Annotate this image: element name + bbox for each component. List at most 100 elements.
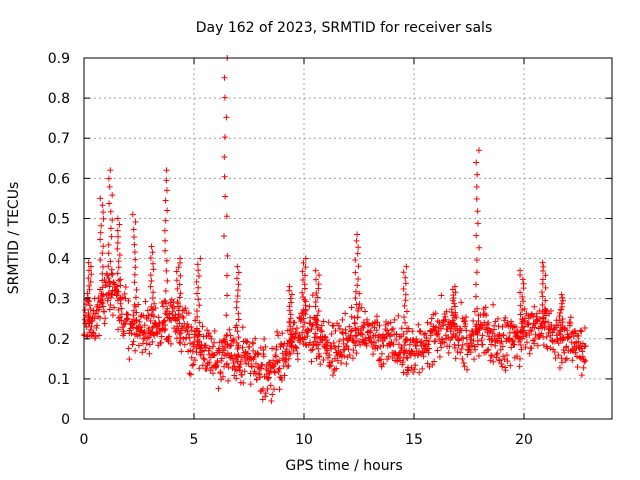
data-point — [255, 351, 262, 358]
data-point — [452, 303, 459, 310]
data-point — [211, 327, 218, 334]
data-point — [149, 306, 156, 313]
data-point — [115, 233, 122, 240]
data-point — [500, 332, 507, 339]
data-point — [269, 391, 276, 398]
data-point — [175, 307, 182, 314]
data-point — [528, 328, 535, 335]
data-point — [582, 343, 589, 350]
data-point — [270, 357, 277, 364]
y-tick-label: 0.3 — [48, 292, 70, 308]
data-point — [105, 241, 112, 248]
data-point — [324, 354, 331, 361]
data-point — [148, 277, 155, 284]
data-point — [235, 334, 242, 341]
data-point — [133, 286, 140, 293]
data-point — [267, 359, 274, 366]
data-point — [189, 362, 196, 369]
data-point — [523, 339, 530, 346]
data-point — [218, 355, 225, 362]
data-point — [329, 358, 336, 365]
data-point — [499, 343, 506, 350]
data-point — [516, 355, 523, 362]
data-point — [419, 365, 426, 372]
data-point — [454, 349, 461, 356]
data-point — [162, 247, 169, 254]
data-point — [125, 345, 132, 352]
data-point — [226, 326, 233, 333]
data-point — [352, 295, 359, 302]
data-point — [411, 339, 418, 346]
data-point — [224, 332, 231, 339]
data-point — [118, 305, 125, 312]
data-point — [194, 313, 201, 320]
data-point — [541, 322, 548, 329]
data-point — [105, 263, 112, 270]
data-point — [543, 333, 550, 340]
data-point — [228, 351, 235, 358]
data-point — [149, 338, 156, 345]
data-point — [299, 294, 306, 301]
data-point — [271, 386, 278, 393]
data-point — [559, 316, 566, 323]
data-point — [338, 359, 345, 366]
data-point — [130, 324, 137, 331]
data-point — [199, 323, 206, 330]
data-point — [518, 320, 525, 327]
data-point — [301, 319, 308, 326]
data-point — [315, 281, 322, 288]
data-point — [250, 340, 257, 347]
data-point — [132, 218, 139, 225]
data-point — [494, 350, 501, 357]
x-tick-label: 5 — [190, 432, 199, 448]
data-point — [475, 352, 482, 359]
data-point — [83, 324, 90, 331]
data-point — [330, 322, 337, 329]
data-point — [520, 280, 527, 287]
x-tick-label: 0 — [80, 432, 89, 448]
data-point — [463, 314, 470, 321]
data-point — [517, 328, 524, 335]
data-point — [114, 283, 121, 290]
data-point — [459, 356, 466, 363]
data-point — [312, 330, 319, 337]
data-point — [302, 264, 309, 271]
data-point — [292, 328, 299, 335]
data-point — [131, 301, 138, 308]
data-point — [100, 243, 107, 250]
data-point — [251, 353, 258, 360]
x-tick-label: 20 — [515, 432, 533, 448]
data-point — [377, 343, 384, 350]
data-point — [448, 325, 455, 332]
y-tick-label: 0.4 — [48, 252, 70, 268]
data-point — [393, 337, 400, 344]
data-point — [403, 347, 410, 354]
data-point — [194, 261, 201, 268]
data-point — [329, 322, 336, 329]
data-point — [380, 360, 387, 367]
data-point — [152, 305, 159, 312]
data-point — [539, 310, 546, 317]
data-point — [227, 342, 234, 349]
data-point — [485, 319, 492, 326]
data-point — [385, 320, 392, 327]
data-point — [578, 328, 585, 335]
data-point — [400, 286, 407, 293]
data-point — [423, 334, 430, 341]
data-point — [490, 301, 497, 308]
data-point — [520, 333, 527, 340]
data-point — [508, 318, 515, 325]
data-point — [219, 373, 226, 380]
data-point — [87, 306, 94, 313]
data-point — [143, 340, 150, 347]
data-point — [519, 298, 526, 305]
data-point — [567, 320, 574, 327]
y-tick-label: 0.1 — [48, 372, 70, 388]
data-point — [451, 344, 458, 351]
data-point — [272, 351, 279, 358]
data-point — [117, 294, 124, 301]
data-point — [293, 345, 300, 352]
data-point — [413, 342, 420, 349]
data-point — [473, 257, 480, 263]
data-point — [421, 331, 428, 338]
